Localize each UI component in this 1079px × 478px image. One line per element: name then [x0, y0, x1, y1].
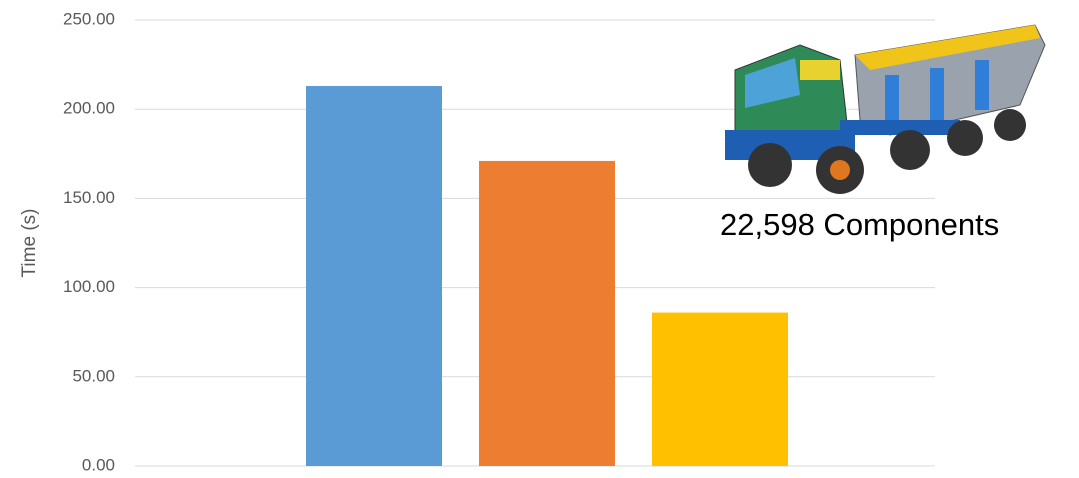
- annotation: 22,598 Components: [720, 207, 999, 242]
- y-tick-label: 100.00: [63, 277, 115, 296]
- y-tick-label: 250.00: [63, 9, 115, 28]
- truck-illustration: [725, 24, 1046, 194]
- y-tick-label: 150.00: [63, 188, 115, 207]
- bar: [652, 312, 788, 466]
- y-axis-label: Time (s): [19, 209, 40, 278]
- y-tick-label: 0.00: [82, 455, 115, 474]
- bar: [479, 160, 615, 466]
- y-tick-label: 50.00: [72, 366, 115, 385]
- y-tick-label: 200.00: [63, 99, 115, 118]
- plot-area: 0.00 50.00 100.00 150.00 200.00 250.00: [63, 9, 935, 474]
- bar: [306, 86, 442, 467]
